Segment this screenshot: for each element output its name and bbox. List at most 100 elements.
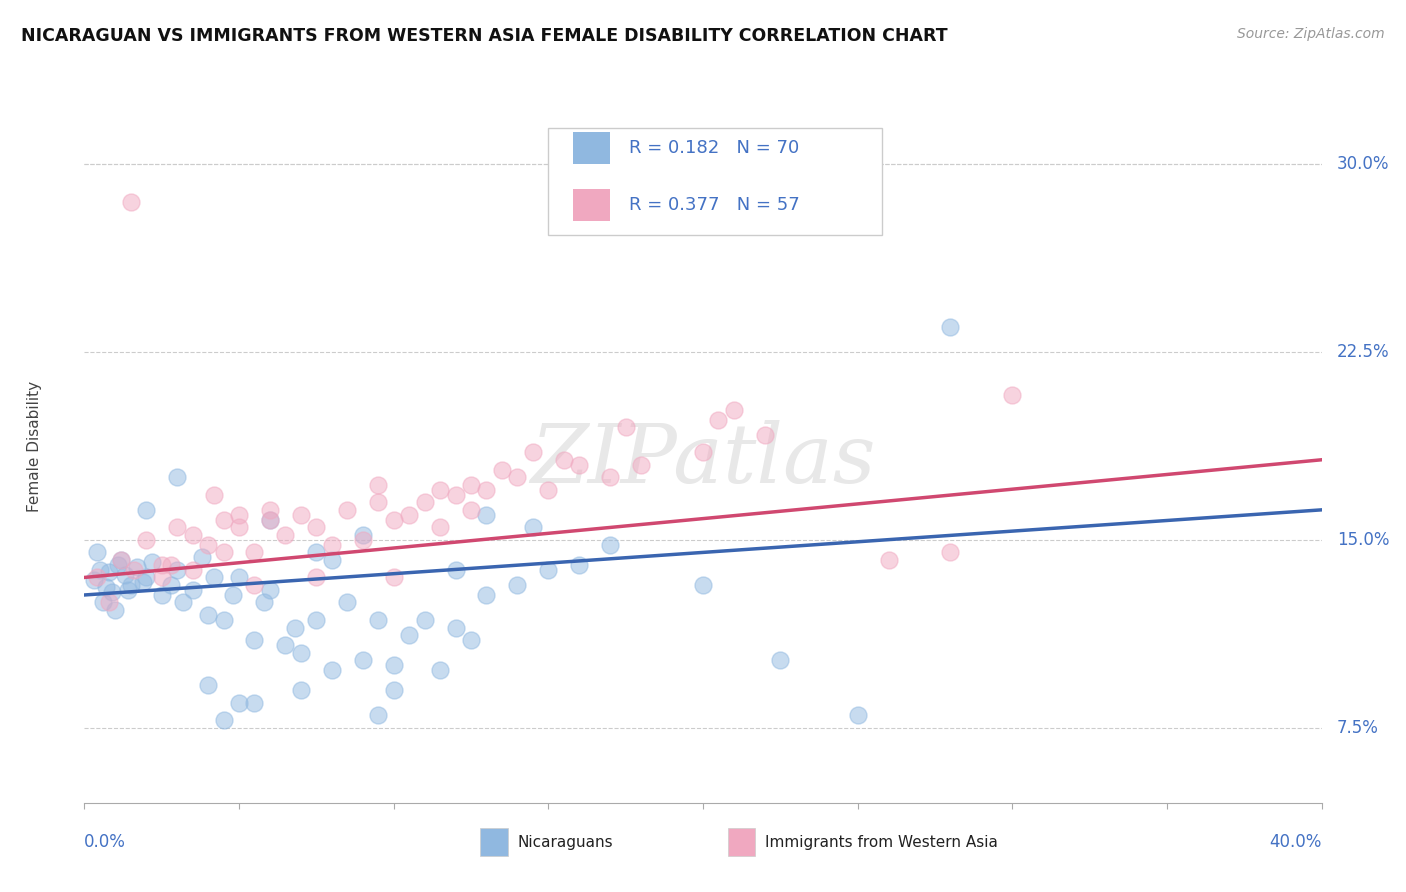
- Point: [599, 538, 621, 552]
- Point: [413, 495, 436, 509]
- Point: [181, 563, 204, 577]
- Point: [197, 607, 219, 622]
- Text: Nicaraguans: Nicaraguans: [517, 835, 613, 849]
- Point: [125, 560, 148, 574]
- Point: [120, 194, 142, 209]
- Point: [352, 528, 374, 542]
- Point: [122, 563, 145, 577]
- Point: [321, 553, 343, 567]
- Point: [274, 528, 297, 542]
- Point: [86, 545, 108, 559]
- Point: [243, 578, 266, 592]
- Point: [253, 595, 276, 609]
- Point: [290, 508, 312, 522]
- Point: [429, 520, 451, 534]
- Point: [259, 513, 281, 527]
- Point: [398, 508, 420, 522]
- Point: [114, 568, 136, 582]
- Point: [522, 520, 544, 534]
- Text: 15.0%: 15.0%: [1337, 531, 1389, 549]
- Text: 0.0%: 0.0%: [84, 833, 127, 851]
- Point: [692, 578, 714, 592]
- Point: [382, 683, 405, 698]
- Point: [321, 663, 343, 677]
- Point: [939, 320, 962, 334]
- Point: [243, 633, 266, 648]
- Point: [367, 613, 389, 627]
- Text: ZIPatlas: ZIPatlas: [530, 420, 876, 500]
- Point: [382, 513, 405, 527]
- FancyBboxPatch shape: [574, 132, 610, 164]
- Point: [305, 545, 328, 559]
- Point: [444, 621, 467, 635]
- Point: [692, 445, 714, 459]
- Point: [212, 613, 235, 627]
- Point: [506, 470, 529, 484]
- FancyBboxPatch shape: [574, 189, 610, 221]
- Point: [259, 503, 281, 517]
- Point: [166, 563, 188, 577]
- Point: [243, 696, 266, 710]
- Point: [120, 578, 142, 592]
- Point: [135, 570, 157, 584]
- Point: [181, 582, 204, 597]
- Point: [367, 708, 389, 723]
- Point: [160, 578, 183, 592]
- Point: [135, 503, 157, 517]
- Point: [110, 553, 132, 567]
- Point: [475, 508, 498, 522]
- Point: [568, 558, 591, 572]
- Point: [284, 621, 307, 635]
- Point: [98, 595, 121, 609]
- Point: [429, 483, 451, 497]
- Point: [222, 588, 245, 602]
- Point: [769, 653, 792, 667]
- Point: [367, 495, 389, 509]
- Point: [94, 581, 117, 595]
- Point: [336, 595, 359, 609]
- Point: [429, 663, 451, 677]
- Point: [228, 696, 250, 710]
- Point: [197, 678, 219, 692]
- Point: [491, 463, 513, 477]
- Point: [398, 628, 420, 642]
- Point: [150, 558, 173, 572]
- Point: [259, 582, 281, 597]
- Point: [1001, 387, 1024, 401]
- Point: [172, 595, 194, 609]
- Point: [212, 513, 235, 527]
- Point: [86, 570, 108, 584]
- Point: [191, 550, 214, 565]
- FancyBboxPatch shape: [728, 828, 755, 856]
- Point: [537, 483, 560, 497]
- Point: [460, 478, 482, 492]
- Point: [228, 508, 250, 522]
- Point: [382, 658, 405, 673]
- Point: [243, 545, 266, 559]
- Point: [506, 578, 529, 592]
- Point: [614, 420, 637, 434]
- Point: [305, 570, 328, 584]
- Point: [132, 575, 155, 590]
- Point: [460, 633, 482, 648]
- Point: [101, 585, 124, 599]
- Point: [367, 478, 389, 492]
- Point: [181, 528, 204, 542]
- Point: [107, 558, 129, 572]
- Text: NICARAGUAN VS IMMIGRANTS FROM WESTERN ASIA FEMALE DISABILITY CORRELATION CHART: NICARAGUAN VS IMMIGRANTS FROM WESTERN AS…: [21, 27, 948, 45]
- Point: [475, 588, 498, 602]
- Text: 30.0%: 30.0%: [1337, 155, 1389, 173]
- Point: [290, 683, 312, 698]
- Text: Female Disability: Female Disability: [27, 380, 42, 512]
- Point: [352, 653, 374, 667]
- Point: [305, 520, 328, 534]
- Point: [89, 563, 111, 577]
- Point: [110, 553, 132, 567]
- Point: [460, 503, 482, 517]
- Point: [553, 452, 575, 467]
- FancyBboxPatch shape: [481, 828, 508, 856]
- Point: [352, 533, 374, 547]
- Text: R = 0.182   N = 70: R = 0.182 N = 70: [628, 139, 799, 157]
- Point: [228, 570, 250, 584]
- Point: [382, 570, 405, 584]
